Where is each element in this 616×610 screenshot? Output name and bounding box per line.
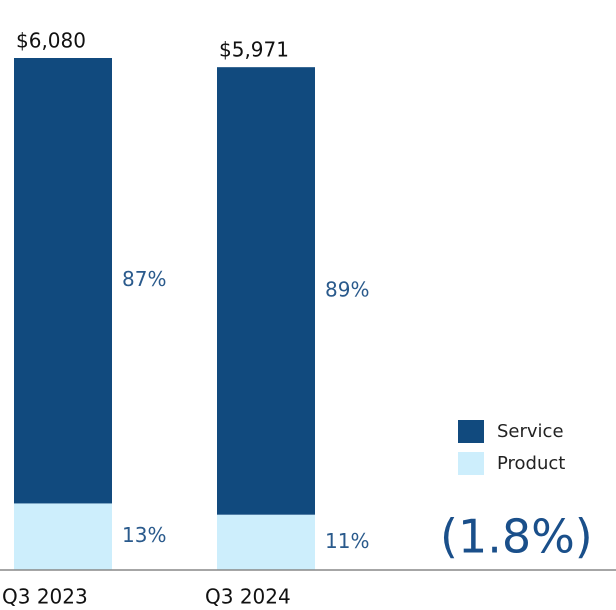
legend-swatch [458, 420, 484, 443]
legend-label: Product [497, 453, 565, 474]
bar-segment [14, 503, 112, 570]
total-label: $6,080 [16, 29, 86, 53]
bar-segment [217, 514, 315, 570]
annotation: (1.8%) [440, 510, 593, 564]
segment-label: 89% [325, 277, 369, 301]
legend-label: Service [497, 421, 564, 442]
segment-label: 11% [325, 529, 369, 553]
bar-segment [217, 67, 315, 515]
segment-label: 13% [122, 523, 166, 547]
legend-swatch [458, 452, 484, 475]
total-label: $5,971 [219, 38, 289, 62]
segment-label: 87% [122, 267, 166, 291]
bar-segment [14, 58, 112, 504]
x-tick-label: Q3 2023 [2, 585, 88, 609]
x-tick-label: Q3 2024 [205, 585, 291, 609]
